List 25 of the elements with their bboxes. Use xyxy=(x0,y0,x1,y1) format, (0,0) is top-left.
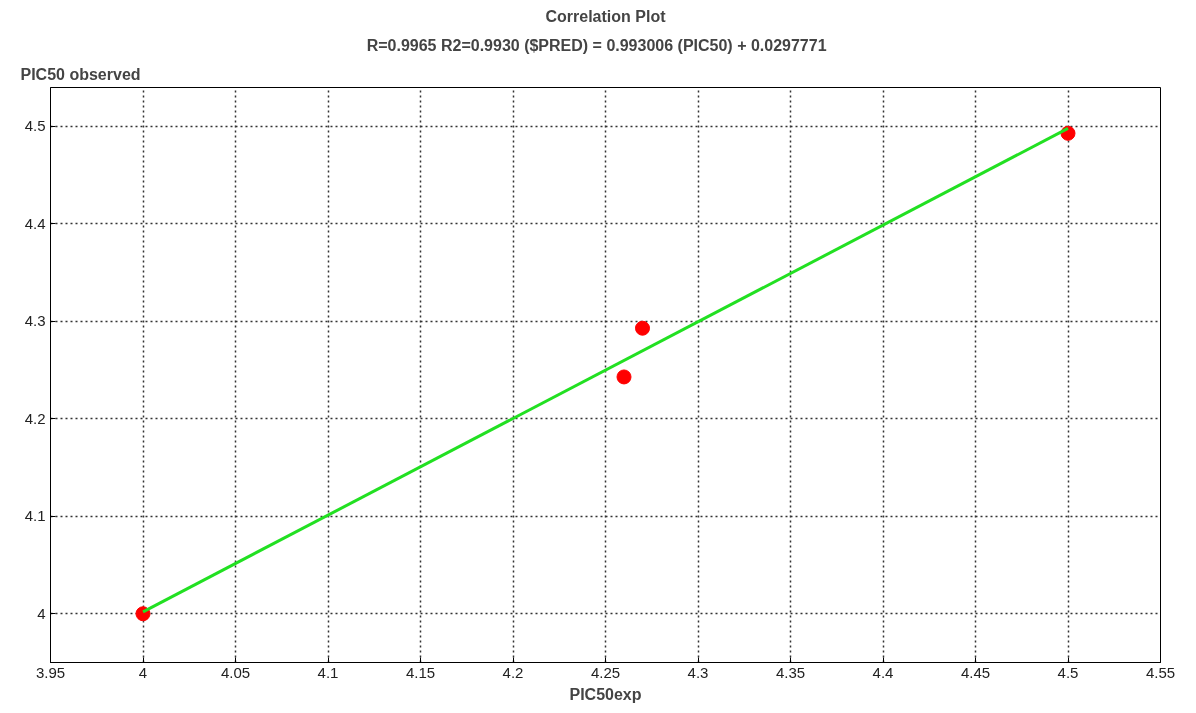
y-axis-title: PIC50 observed xyxy=(20,65,141,83)
x-tick-label: 4.5 xyxy=(1057,663,1079,681)
x-tick-label: 4.45 xyxy=(960,663,991,681)
x-tick-label: 4.15 xyxy=(405,663,436,681)
x-axis-title: PIC50exp xyxy=(569,685,642,703)
x-tick-label: 4.05 xyxy=(220,663,251,681)
x-tick-label: 4.3 xyxy=(687,663,709,681)
point xyxy=(635,320,650,336)
x-tick-label: 4.25 xyxy=(590,663,621,681)
x-tick-label: 3.95 xyxy=(35,663,66,681)
y-tick-label: 4.1 xyxy=(24,507,46,525)
y-tick-label: 4.4 xyxy=(24,214,46,232)
x-tick-label: 4.1 xyxy=(317,663,339,681)
y-tick-label: 4.3 xyxy=(24,312,46,330)
x-tick-label: 4 xyxy=(138,663,148,681)
y-tick-label: 4 xyxy=(37,604,46,622)
point xyxy=(616,369,632,385)
chart-subtitle: R=0.9965 R2=0.9930 ($PRED) = 0.993006 (PIC50) + 0.0297771 xyxy=(366,36,827,54)
x-tick-label: 4.4 xyxy=(872,663,894,681)
y-tick-label: 4.2 xyxy=(24,409,46,427)
x-tick-label: 4.35 xyxy=(775,663,806,681)
y-tick-label: 4.5 xyxy=(24,117,46,135)
x-tick-label: 4.2 xyxy=(502,663,524,681)
chart-title: Correlation Plot xyxy=(545,7,667,25)
x-tick-label: 4.55 xyxy=(1145,663,1176,681)
